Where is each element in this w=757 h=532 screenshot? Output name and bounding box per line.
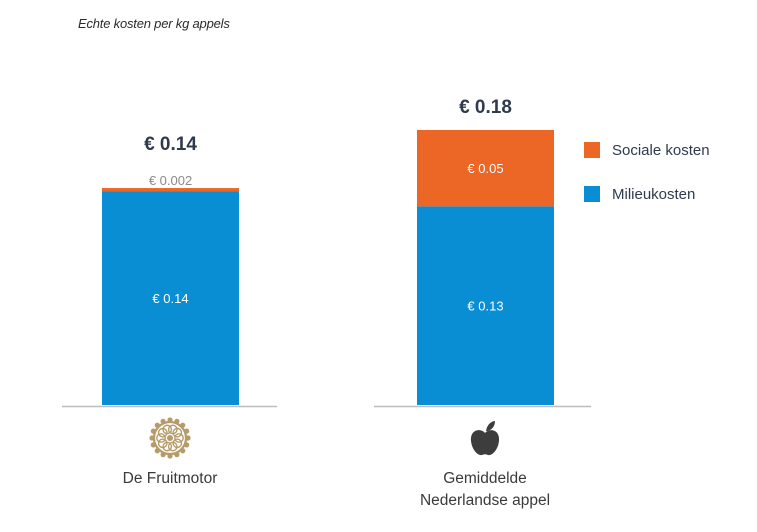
total-label-2: € 0.18 [459,97,512,118]
bar-group-2 [417,130,554,405]
bar-segment-milieukosten-2 [417,206,554,405]
segment-label-milieukosten-1: € 0.14 [152,291,188,306]
category-label-2-line-2: Nederlandse appel [420,492,550,509]
apple-icon [470,421,500,456]
category-label-1-line-1: De Fruitmotor [123,470,218,487]
bar-group-1 [102,188,239,405]
bar-segment-milieukosten-1 [102,191,239,405]
legend-label-milieukosten: Milieukosten [612,186,695,203]
total-label-1: € 0.14 [144,134,197,155]
legend-swatch-sociale-kosten [584,142,600,158]
segment-label-sociale-kosten-2: € 0.05 [467,161,503,176]
bar-segment-sociale-kosten-2 [417,130,554,207]
legend-swatch-milieukosten [584,186,600,202]
category-label-2-line-1: Gemiddelde [443,470,527,487]
bar-segment-sociale-kosten-1 [102,188,239,192]
legend-label-sociale-kosten: Sociale kosten [612,142,710,159]
segment-label-milieukosten-2: € 0.13 [467,299,503,314]
segment-label-sociale-kosten-1: € 0.002 [149,173,192,188]
chart-subtitle: Echte kosten per kg appels [78,16,230,31]
rosette-logo-icon [149,417,191,459]
